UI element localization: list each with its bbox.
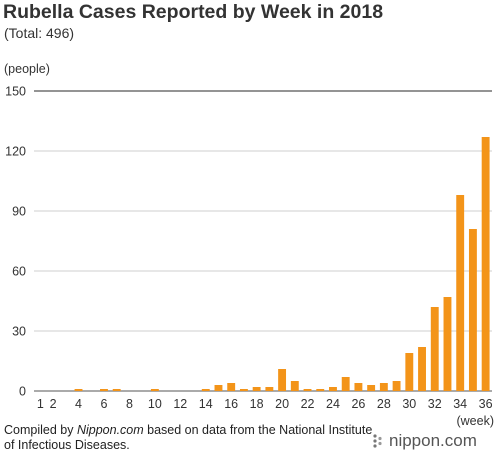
bar-week-34	[456, 195, 465, 391]
x-tick-label: 34	[453, 397, 467, 411]
y-tick-label: 30	[12, 325, 26, 339]
y-axis-label: (people)	[4, 62, 50, 76]
y-tick-label: 150	[5, 85, 26, 99]
bar-week-33	[443, 297, 452, 391]
bar-week-25	[341, 377, 350, 391]
bar-week-23	[316, 389, 325, 391]
bar-week-18	[252, 387, 261, 391]
bar-week-26	[354, 383, 363, 391]
bar-week-36	[481, 137, 490, 391]
x-tick-label: 20	[275, 397, 289, 411]
x-tick-label: 6	[100, 397, 107, 411]
bar-week-19	[265, 387, 274, 391]
x-tick-label: 32	[428, 397, 442, 411]
bar-week-6	[100, 389, 108, 391]
bar-week-7	[112, 389, 121, 391]
y-tick-label: 90	[12, 205, 26, 219]
x-tick-label: 18	[250, 397, 264, 411]
bar-week-28	[379, 383, 388, 391]
chart-subtitle: (Total: 496)	[4, 25, 75, 41]
x-tick-label: 36	[479, 397, 493, 411]
x-tick-label: 28	[377, 397, 391, 411]
bar-week-21	[290, 381, 299, 391]
dots-logo-icon	[373, 434, 382, 448]
bar-week-16	[227, 383, 236, 391]
x-tick-label: 1	[37, 397, 44, 411]
bar-week-30	[405, 353, 414, 391]
bar-week-20	[278, 369, 287, 391]
y-tick-label: 120	[5, 145, 26, 159]
bar-week-31	[418, 347, 426, 391]
bar-week-29	[392, 381, 401, 391]
x-tick-label: 12	[173, 397, 187, 411]
x-tick-label: 22	[301, 397, 315, 411]
bar-week-27	[367, 385, 376, 391]
brand-text: nippon.com	[389, 431, 477, 450]
brand-logo: nippon.com	[373, 431, 477, 451]
x-tick-label: 2	[50, 397, 57, 411]
x-tick-label: 30	[402, 397, 416, 411]
source-name: Nippon.com	[76, 423, 144, 437]
x-tick-label: 26	[351, 397, 365, 411]
y-tick-label: 60	[12, 265, 26, 279]
x-tick-label: 14	[199, 397, 213, 411]
bar-week-17	[239, 389, 248, 391]
chart-title: Rubella Cases Reported by Week in 2018	[3, 1, 384, 23]
y-tick-label: 0	[19, 385, 26, 399]
bar-week-14	[201, 389, 210, 391]
source-suffix: based on data from the National Institut…	[4, 423, 373, 452]
x-tick-label: 10	[148, 397, 162, 411]
bar-week-15	[214, 385, 223, 391]
x-tick-label: 8	[126, 397, 133, 411]
x-tick-label: 16	[224, 397, 238, 411]
x-tick-label: 4	[75, 397, 82, 411]
bar-week-35	[468, 229, 477, 391]
bar-week-22	[303, 389, 312, 391]
x-axis-label: (week)	[456, 414, 494, 428]
bar-week-32	[430, 307, 439, 391]
bar-week-24	[329, 387, 337, 391]
source-prefix: Compiled by	[4, 423, 77, 437]
bar-week-4	[74, 389, 83, 391]
x-tick-label: 24	[326, 397, 340, 411]
source-note: Compiled by Nippon.com based on data fro…	[4, 423, 374, 453]
bar-week-10	[150, 389, 159, 391]
